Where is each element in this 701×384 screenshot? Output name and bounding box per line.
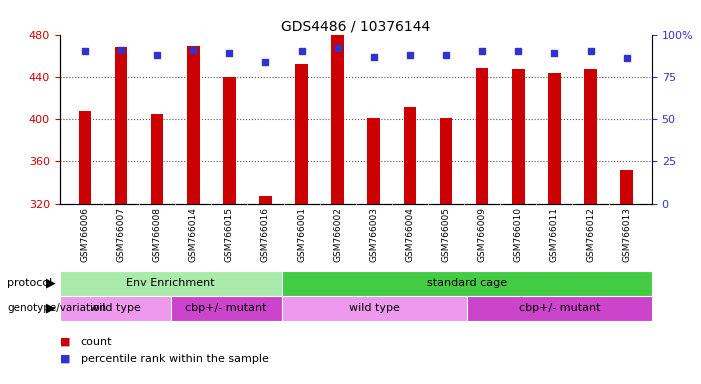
Text: GSM766001: GSM766001 (297, 207, 306, 262)
Text: standard cage: standard cage (427, 278, 507, 288)
Bar (259, 196, 272, 204)
Text: genotype/variation: genotype/variation (7, 303, 106, 313)
Bar (584, 70, 597, 204)
Text: GSM766002: GSM766002 (333, 207, 342, 262)
Text: count: count (81, 337, 112, 347)
Text: percentile rank within the sample: percentile rank within the sample (81, 354, 268, 364)
Text: GSM766016: GSM766016 (261, 207, 270, 262)
Bar (151, 114, 163, 204)
Bar (620, 170, 633, 204)
Bar (115, 47, 128, 204)
Text: GSM766006: GSM766006 (81, 207, 89, 262)
Text: GSM766015: GSM766015 (225, 207, 234, 262)
Text: GSM766004: GSM766004 (405, 207, 414, 262)
Text: ■: ■ (60, 354, 70, 364)
Text: ▶: ▶ (46, 302, 56, 314)
Bar (170, 296, 282, 321)
Text: wild type: wild type (349, 303, 400, 313)
Title: GDS4486 / 10376144: GDS4486 / 10376144 (281, 20, 430, 33)
Text: GSM766003: GSM766003 (369, 207, 379, 262)
Bar (440, 118, 452, 204)
Text: cbp+/- mutant: cbp+/- mutant (186, 303, 267, 313)
Bar (404, 108, 416, 204)
Text: GSM766007: GSM766007 (116, 207, 125, 262)
Text: cbp+/- mutant: cbp+/- mutant (519, 303, 600, 313)
Text: Env Enrichment: Env Enrichment (126, 278, 215, 288)
Text: GSM766010: GSM766010 (514, 207, 523, 262)
Bar (187, 46, 200, 204)
Text: GSM766012: GSM766012 (586, 207, 595, 262)
Bar (60, 296, 170, 321)
Bar (512, 70, 524, 204)
Text: GSM766014: GSM766014 (189, 207, 198, 262)
Bar (223, 77, 236, 204)
Bar (295, 64, 308, 204)
Bar (282, 296, 467, 321)
Text: GSM766011: GSM766011 (550, 207, 559, 262)
Bar (548, 73, 561, 204)
Text: ■: ■ (60, 337, 70, 347)
Text: GSM766005: GSM766005 (442, 207, 451, 262)
Bar (367, 118, 380, 204)
Bar (476, 68, 489, 204)
Text: protocol: protocol (7, 278, 53, 288)
Text: GSM766013: GSM766013 (622, 207, 631, 262)
Bar (60, 271, 282, 296)
Text: GSM766008: GSM766008 (153, 207, 162, 262)
Bar (467, 296, 652, 321)
Bar (332, 35, 344, 204)
Bar (282, 271, 652, 296)
Text: ▶: ▶ (46, 277, 56, 290)
Text: GSM766009: GSM766009 (477, 207, 486, 262)
Text: wild type: wild type (90, 303, 141, 313)
Bar (79, 111, 91, 204)
